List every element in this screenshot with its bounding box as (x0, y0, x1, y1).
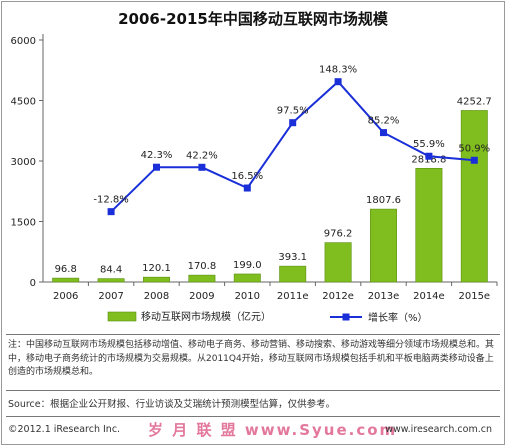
bar (233, 273, 261, 283)
growth-label: -12.8% (93, 195, 128, 206)
growth-point (198, 163, 206, 171)
bar-value-label: 976.2 (324, 229, 353, 240)
copyright: ©2012.1 iResearch Inc. (8, 424, 121, 435)
growth-label: 50.9% (458, 143, 490, 154)
chart-source: Source：根据企业公开财报、行业访谈及艾瑞统计预测模型估算，仅供参考。 (8, 399, 336, 410)
bar (188, 274, 216, 283)
bar-value-label: 96.8 (55, 264, 77, 275)
growth-label: 42.2% (186, 150, 218, 161)
growth-point (334, 78, 342, 86)
growth-label: 16.5% (231, 171, 263, 182)
bar (324, 242, 352, 283)
x-tick-label: 2008 (144, 291, 169, 302)
watermark: 岁 月 联 盟 www.Syue.com (148, 421, 398, 439)
bar-value-label: 4252.7 (457, 96, 492, 107)
y-tick-label: 0 (30, 278, 36, 289)
y-tick-label: 4500 (11, 97, 36, 108)
bar (370, 208, 397, 283)
growth-label: 97.5% (277, 106, 309, 117)
legend-line-marker (342, 313, 350, 321)
bar-value-label: 199.0 (233, 260, 262, 271)
y-tick-label: 3000 (11, 157, 36, 168)
growth-point (153, 163, 160, 171)
bar-value-label: 1807.6 (366, 195, 401, 206)
bar-value-label: 393.1 (278, 252, 307, 263)
growth-point (289, 119, 297, 127)
legend-bar-label: 移动互联网市场规模（亿元） (141, 310, 271, 323)
notes-divider (6, 334, 500, 335)
growth-point (425, 152, 433, 160)
growth-point (107, 208, 115, 216)
bar-value-label: 170.8 (188, 261, 217, 272)
x-tick-label: 2014e (413, 291, 445, 302)
y-tick-label: 6000 (11, 36, 36, 47)
legend-line-label: 增长率（%） (368, 311, 428, 324)
bar (97, 278, 125, 283)
bar-value-label: 84.4 (100, 265, 122, 276)
x-tick-label: 2015e (458, 291, 490, 302)
bar (279, 265, 307, 283)
x-tick-label: 2007 (98, 291, 123, 302)
source-divider (6, 390, 500, 391)
chart-notes: 注：中国移动互联网市场规模包括移动增值、移动电子商务、移动营销、移动搜索、移动游… (8, 340, 495, 377)
website: www.iresearch.com.cn (385, 424, 492, 435)
growth-label: 85.2% (368, 116, 400, 127)
chart-title: 2006-2015年中国移动互联网市场规模 (118, 10, 388, 28)
growth-point (470, 156, 478, 164)
growth-label: 55.9% (413, 139, 445, 150)
bar (52, 277, 80, 283)
growth-label: 148.3% (319, 65, 357, 76)
growth-point (243, 184, 251, 192)
legend-bar-swatch (107, 311, 137, 322)
x-tick-label: 2012e (322, 291, 354, 302)
bar-value-label: 120.1 (142, 263, 171, 274)
bar (415, 168, 443, 283)
bar (143, 276, 170, 283)
x-tick-label: 2009 (189, 291, 214, 302)
growth-point (380, 129, 387, 137)
bar (460, 110, 488, 283)
footer-divider (6, 416, 500, 417)
x-tick-label: 2013e (368, 291, 400, 302)
chart-canvas: 0 1500 3000 4500 6000 2006 96.8 2007 84.4 2008 120… (11, 34, 498, 324)
growth-label: 42.3% (141, 150, 173, 161)
x-tick-label: 2011e (277, 291, 309, 302)
bar-value-label: 2818.8 (411, 154, 446, 165)
x-tick-label: 2010 (235, 291, 260, 302)
x-tick-label: 2006 (53, 291, 78, 302)
y-tick-label: 1500 (11, 218, 36, 229)
